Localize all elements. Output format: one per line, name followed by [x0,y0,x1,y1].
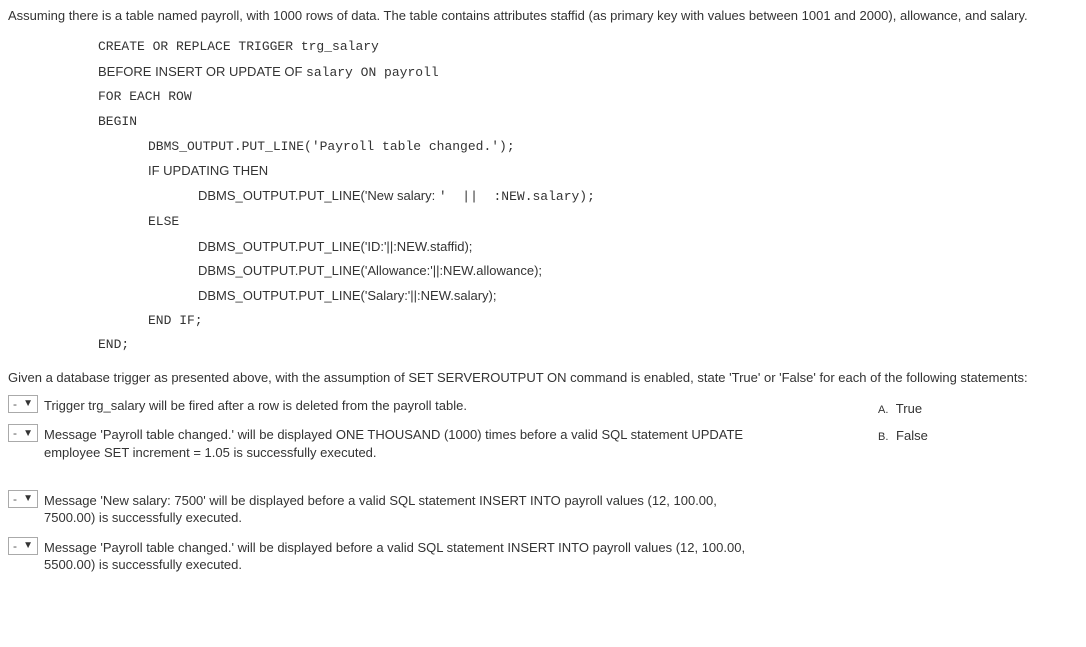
questions-column: - ▼ Trigger trg_salary will be fired aft… [8,395,878,584]
select-value: - [13,539,23,553]
answer-label: A. [878,404,888,416]
answer-text: True [896,401,922,416]
code-line: END; [98,333,1078,358]
select-value: - [13,492,23,506]
answer-select[interactable]: - ▼ [8,537,38,555]
answer-select[interactable]: - ▼ [8,490,38,508]
instruction-text: Given a database trigger as presented ab… [8,370,1078,385]
question-row: - ▼ Message 'Payroll table changed.' wil… [8,537,878,574]
answers-column: A. True B. False [878,395,1078,584]
code-line: DBMS_OUTPUT.PUT_LINE('Allowance:'||:NEW.… [198,259,1078,284]
code-line: DBMS_OUTPUT.PUT_LINE('New salary: ' || :… [198,184,1078,210]
answer-option-b: B. False [878,426,1078,443]
answer-select[interactable]: - ▼ [8,424,38,442]
question-text: Message 'New salary: 7500' will be displ… [44,490,764,527]
code-line: DBMS_OUTPUT.PUT_LINE('Payroll table chan… [148,135,1078,160]
question-row: - ▼ Trigger trg_salary will be fired aft… [8,395,878,415]
code-line: DBMS_OUTPUT.PUT_LINE('ID:'||:NEW.staffid… [198,235,1078,260]
code-block: CREATE OR REPLACE TRIGGER trg_salary BEF… [98,35,1078,358]
select-value: - [13,397,23,411]
question-text: Trigger trg_salary will be fired after a… [44,395,764,415]
answer-option-a: A. True [878,399,1078,416]
code-line: END IF; [148,309,1078,334]
answer-label: B. [878,431,888,443]
code-line: DBMS_OUTPUT.PUT_LINE('Salary:'||:NEW.sal… [198,284,1078,309]
question-text: Message 'Payroll table changed.' will be… [44,424,764,461]
chevron-down-icon: ▼ [23,493,33,504]
code-line: BEFORE INSERT OR UPDATE OF salary ON pay… [98,60,1078,86]
select-value: - [13,426,23,440]
question-row: - ▼ Message 'New salary: 7500' will be d… [8,490,878,527]
answer-select[interactable]: - ▼ [8,395,38,413]
code-line: CREATE OR REPLACE TRIGGER trg_salary [98,35,1078,60]
chevron-down-icon: ▼ [23,398,33,409]
question-text: Message 'Payroll table changed.' will be… [44,537,764,574]
code-line: IF UPDATING THEN [148,159,1078,184]
code-line: ELSE [148,210,1078,235]
answer-text: False [896,428,928,443]
code-line: FOR EACH ROW [98,85,1078,110]
intro-text: Assuming there is a table named payroll,… [8,8,1078,23]
question-row: - ▼ Message 'Payroll table changed.' wil… [8,424,878,461]
chevron-down-icon: ▼ [23,428,33,439]
code-line: BEGIN [98,110,1078,135]
chevron-down-icon: ▼ [23,540,33,551]
